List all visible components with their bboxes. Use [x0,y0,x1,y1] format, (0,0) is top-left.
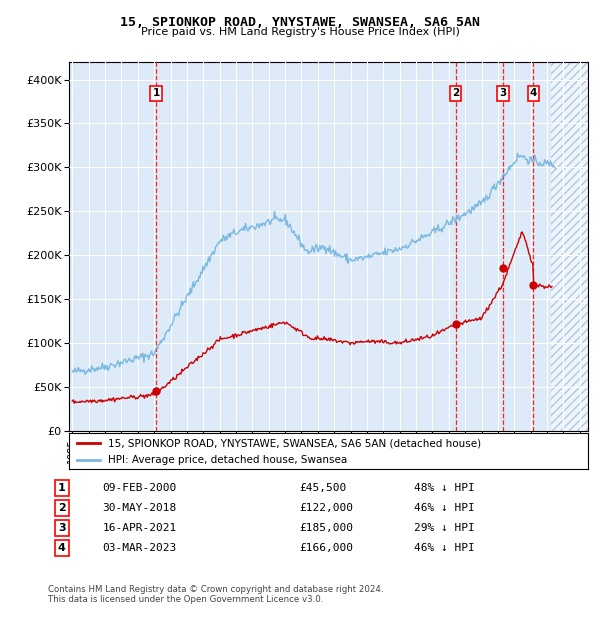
Text: 46% ↓ HPI: 46% ↓ HPI [414,503,475,513]
Text: 03-MAR-2023: 03-MAR-2023 [103,543,177,553]
Text: 1: 1 [58,483,65,493]
Text: 4: 4 [530,89,537,99]
Text: Price paid vs. HM Land Registry's House Price Index (HPI): Price paid vs. HM Land Registry's House … [140,27,460,37]
Text: 15, SPIONKOP ROAD, YNYSTAWE, SWANSEA, SA6 5AN (detached house): 15, SPIONKOP ROAD, YNYSTAWE, SWANSEA, SA… [108,438,481,448]
Text: £45,500: £45,500 [299,483,346,493]
Text: 4: 4 [58,543,65,553]
Text: 46% ↓ HPI: 46% ↓ HPI [414,543,475,553]
Text: £185,000: £185,000 [299,523,353,533]
Text: 30-MAY-2018: 30-MAY-2018 [103,503,177,513]
Text: 2: 2 [58,503,65,513]
Text: Contains HM Land Registry data © Crown copyright and database right 2024.: Contains HM Land Registry data © Crown c… [48,585,383,594]
Text: 48% ↓ HPI: 48% ↓ HPI [414,483,475,493]
Text: This data is licensed under the Open Government Licence v3.0.: This data is licensed under the Open Gov… [48,595,323,604]
Bar [551,62,588,431]
Text: 2: 2 [452,89,459,99]
Text: £122,000: £122,000 [299,503,353,513]
Text: 3: 3 [58,523,65,533]
Text: 16-APR-2021: 16-APR-2021 [103,523,177,533]
Text: 09-FEB-2000: 09-FEB-2000 [103,483,177,493]
Text: 3: 3 [499,89,506,99]
Text: 1: 1 [152,89,160,99]
Text: 29% ↓ HPI: 29% ↓ HPI [414,523,475,533]
Text: 15, SPIONKOP ROAD, YNYSTAWE, SWANSEA, SA6 5AN: 15, SPIONKOP ROAD, YNYSTAWE, SWANSEA, SA… [120,16,480,29]
Text: HPI: Average price, detached house, Swansea: HPI: Average price, detached house, Swan… [108,454,347,464]
Text: £166,000: £166,000 [299,543,353,553]
Bar [551,62,588,431]
